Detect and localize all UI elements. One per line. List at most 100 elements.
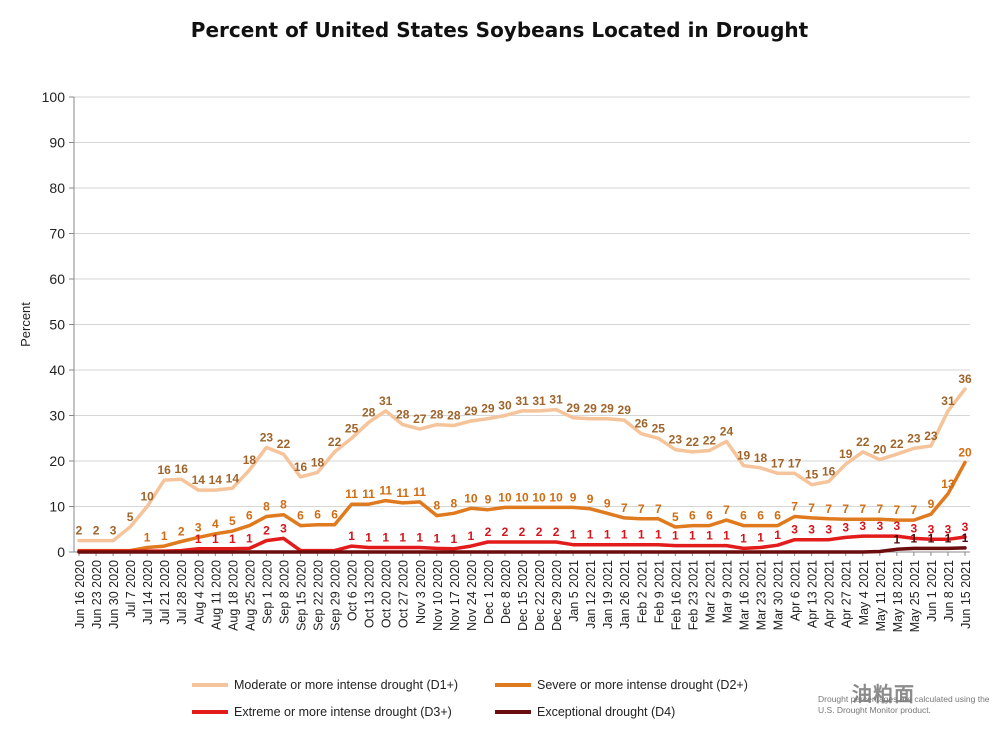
y-tick-label: 40	[49, 362, 65, 378]
data-label-series-1: 9	[928, 497, 935, 511]
data-label-series-3: 1	[911, 531, 918, 545]
data-label-series-2: 1	[621, 528, 628, 542]
legend-swatch-d1	[192, 683, 228, 687]
x-tick-label: Jul 28 2020	[175, 560, 189, 625]
y-tick-label: 10	[49, 499, 65, 515]
data-label-series-2: 1	[723, 529, 730, 543]
data-label-series-1: 7	[842, 502, 849, 516]
x-tick-label: Jan 12 2021	[584, 560, 598, 629]
x-tick-label: Jun 23 2020	[90, 560, 104, 629]
legend-swatch-d2	[495, 683, 531, 687]
data-label-series-2: 1	[246, 531, 253, 545]
data-label-series-1: 7	[723, 503, 730, 517]
data-label-series-2: 1	[416, 530, 423, 544]
data-label-series-2: 3	[280, 521, 287, 535]
data-label-series-0: 16	[175, 462, 189, 476]
data-label-series-1: 8	[451, 496, 458, 510]
data-label-series-3: 1	[945, 531, 952, 545]
data-label-series-0: 29	[464, 404, 478, 418]
data-label-series-2: 1	[587, 528, 594, 542]
data-label-series-2: 1	[468, 529, 475, 543]
x-tick-label: Jun 30 2020	[107, 560, 121, 629]
x-tick-label: Aug 18 2020	[226, 560, 240, 631]
legend-item-d4: Exceptional drought (D4)	[495, 705, 675, 719]
data-label-series-1: 9	[604, 496, 611, 510]
data-label-series-2: 1	[774, 528, 781, 542]
data-label-series-1: 11	[396, 486, 409, 500]
data-label-series-0: 31	[941, 394, 955, 408]
data-label-series-1: 6	[706, 509, 713, 523]
watermark: 油粕面	[852, 684, 915, 706]
data-label-series-1: 7	[638, 502, 645, 516]
data-label-series-1: 7	[808, 501, 815, 515]
y-tick-label: 50	[49, 317, 65, 333]
data-label-series-2: 1	[399, 530, 406, 544]
data-label-series-1: 6	[757, 509, 764, 523]
x-tick-label: Jul 7 2020	[124, 560, 138, 618]
data-label-series-2: 1	[229, 532, 236, 546]
data-label-series-0: 17	[771, 456, 785, 470]
x-tick-label: Mar 9 2021	[720, 560, 734, 623]
x-tick-label: Mar 23 2021	[755, 560, 769, 630]
x-tick-label: Apr 13 2021	[806, 560, 820, 628]
data-label-series-1: 7	[825, 502, 832, 516]
data-label-series-0: 31	[532, 394, 546, 408]
gridlines	[74, 96, 970, 507]
data-label-series-2: 2	[536, 525, 543, 539]
x-tick-label: Feb 9 2021	[652, 560, 666, 623]
data-label-series-1: 11	[362, 487, 375, 501]
data-label-series-1: 11	[413, 485, 426, 499]
data-label-series-0: 22	[277, 437, 291, 451]
data-label-series-1: 8	[263, 500, 270, 514]
data-label-series-1: 2	[178, 525, 185, 539]
data-label-series-0: 22	[856, 435, 870, 449]
data-label-series-2: 3	[894, 519, 901, 533]
data-label-series-0: 28	[430, 408, 444, 422]
data-label-series-0: 20	[873, 443, 887, 457]
data-label-series-0: 18	[754, 451, 768, 465]
data-label-series-1: 13	[941, 477, 955, 491]
data-label-series-2: 3	[842, 520, 849, 534]
data-label-series-0: 22	[686, 435, 700, 449]
data-label-series-1: 20	[958, 445, 972, 459]
data-label-series-0: 30	[498, 399, 512, 413]
y-tick-label: 0	[57, 544, 65, 560]
x-tick-label: Jun 15 2021	[959, 560, 973, 629]
data-label-series-2: 1	[212, 532, 219, 546]
data-label-series-1: 10	[515, 490, 529, 504]
legend-label-d4: Exceptional drought (D4)	[537, 705, 676, 719]
x-tick-label: Feb 2 2021	[635, 560, 649, 623]
data-label-series-0: 16	[294, 460, 308, 474]
legend-label-d3: Extreme or more intense drought (D3+)	[234, 705, 452, 719]
x-tick-label: Feb 16 2021	[669, 560, 683, 630]
legend-label-d2: Severe or more intense drought (D2+)	[537, 678, 748, 692]
x-tick-label: Aug 25 2020	[243, 560, 257, 631]
x-tick-label: Sep 15 2020	[295, 560, 309, 631]
x-tick-label: Jun 1 2021	[925, 560, 939, 622]
x-tick-label: Mar 30 2021	[772, 560, 786, 630]
data-label-series-1: 8	[280, 498, 287, 512]
data-label-series-0: 29	[583, 402, 597, 416]
series-line-3	[77, 546, 967, 554]
y-tick-label: 30	[49, 408, 65, 424]
chart-title: Percent of United States Soybeans Locate…	[190, 18, 809, 42]
data-label-series-1: 1	[161, 529, 168, 543]
legend-swatch-d4	[495, 710, 531, 714]
x-tick-label: Jan 26 2021	[618, 560, 632, 629]
x-tick-label: Dec 15 2020	[516, 560, 530, 631]
data-label-series-2: 1	[706, 529, 713, 543]
x-tick-label: Jan 5 2021	[567, 560, 581, 622]
data-label-series-2: 1	[757, 530, 764, 544]
x-tick-label: May 18 2021	[891, 560, 905, 632]
data-label-series-1: 6	[774, 509, 781, 523]
data-label-series-3: 1	[962, 531, 969, 545]
data-label-series-0: 26	[635, 417, 649, 431]
data-label-series-2: 1	[382, 530, 389, 544]
data-label-series-1: 4	[212, 517, 219, 531]
data-label-series-2: 2	[485, 525, 492, 539]
x-tick-label: Nov 24 2020	[465, 560, 479, 631]
data-label-series-1: 9	[485, 493, 492, 507]
data-label-series-2: 2	[553, 525, 560, 539]
x-tick-label: Nov 17 2020	[448, 560, 462, 631]
data-label-series-0: 31	[549, 393, 563, 407]
